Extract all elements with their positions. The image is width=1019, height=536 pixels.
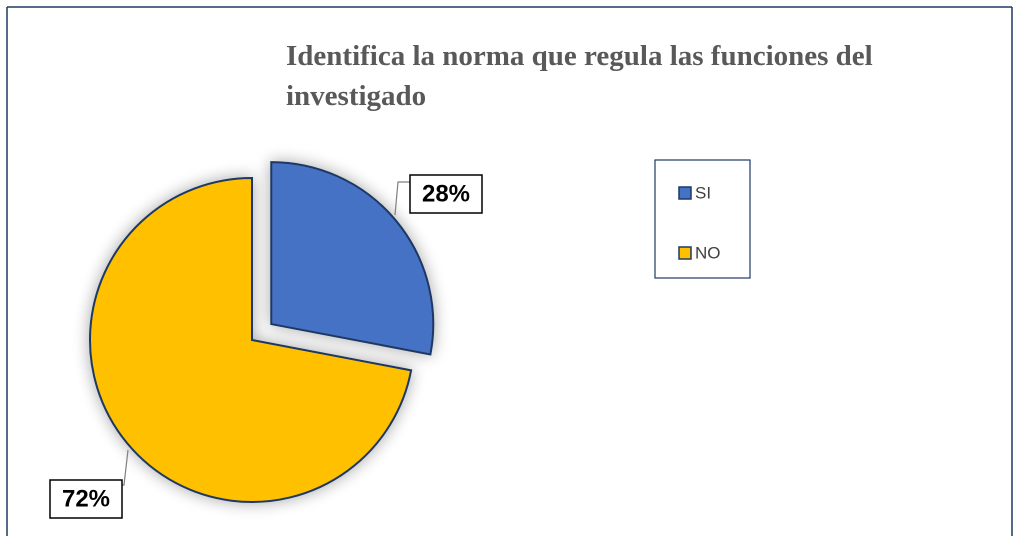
data-label: 72% xyxy=(62,485,110,512)
data-label: 28% xyxy=(422,180,470,207)
legend-marker xyxy=(678,246,692,260)
legend-label: SI xyxy=(695,183,711,202)
leader-line xyxy=(122,449,129,486)
data-label-box xyxy=(49,479,123,519)
legend-marker xyxy=(678,186,692,200)
data-label-box xyxy=(409,174,483,214)
chart-title: Identifica la norma que regula las funci… xyxy=(286,40,873,112)
pie-slice xyxy=(270,161,435,356)
legend-box xyxy=(654,159,751,279)
leader-line xyxy=(394,181,410,216)
pie-slice xyxy=(89,176,413,503)
legend-label: NO xyxy=(695,243,721,262)
